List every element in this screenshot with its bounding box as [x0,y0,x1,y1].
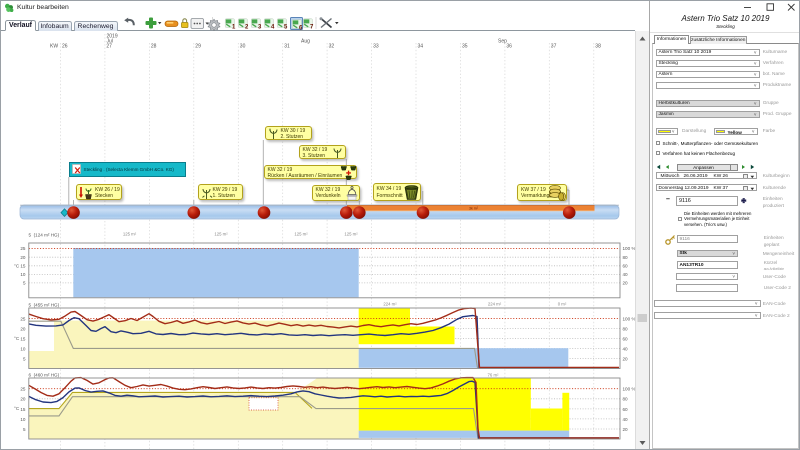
svg-text:20: 20 [623,281,629,286]
svg-text:KW: KW [50,44,58,50]
svg-text:4: 4 [271,24,275,30]
svg-text:36: 36 [506,44,512,50]
svg-text:5: 5 [23,356,26,361]
svg-text:32: 32 [329,44,335,50]
svg-text:5 (455 m² HG): 5 (455 m² HG) [29,302,60,307]
svg-text:40: 40 [623,272,629,277]
svg-text:80: 80 [623,397,629,402]
svg-text:10: 10 [20,417,26,422]
svg-text:224 m²: 224 m² [488,302,502,307]
svg-text:°C: °C [14,406,20,411]
svg-text:15: 15 [20,263,26,268]
svg-text:Jul: Jul [107,39,113,45]
svg-text:60: 60 [623,263,629,268]
svg-text:100 %: 100 % [623,246,636,251]
svg-text:2019: 2019 [107,34,118,40]
svg-text:224 m²: 224 m² [383,302,397,307]
svg-text:30: 30 [240,44,246,50]
svg-text:Aug: Aug [301,39,310,45]
svg-text:60: 60 [623,407,629,412]
svg-text:6: 6 [299,25,303,31]
svg-text:27: 27 [106,44,112,50]
svg-text:20: 20 [20,397,26,402]
svg-text:3k m²: 3k m² [469,207,479,211]
svg-text:37: 37 [551,44,557,50]
svg-text:2: 2 [245,24,249,30]
svg-text:10: 10 [20,346,26,351]
svg-text:29: 29 [195,44,201,50]
svg-text:26: 26 [62,44,68,50]
svg-text:33: 33 [373,44,379,50]
svg-text:20: 20 [20,327,26,332]
svg-text:100 %: 100 % [623,317,636,322]
svg-text:34: 34 [418,44,424,50]
svg-text:5: 5 [284,24,288,30]
svg-text:6 (460 m² HG): 6 (460 m² HG) [29,373,60,378]
svg-text:38: 38 [595,44,601,50]
svg-text:20: 20 [20,255,26,260]
svg-text:0 m²: 0 m² [558,302,567,307]
svg-text:125 m²: 125 m² [214,232,228,237]
svg-text:15: 15 [20,407,26,412]
svg-text:15: 15 [20,336,26,341]
svg-text:40: 40 [623,346,629,351]
svg-text:80: 80 [623,327,629,332]
svg-text:31: 31 [284,44,290,50]
svg-text:5: 5 [23,281,26,286]
svg-text:35: 35 [462,44,468,50]
svg-text:76 m²: 76 m² [488,372,500,377]
svg-text:60: 60 [623,336,629,341]
svg-text:3: 3 [258,24,262,30]
svg-text:125 m²: 125 m² [294,232,308,237]
svg-text:125 m²: 125 m² [344,232,358,237]
svg-text:Sep: Sep [498,39,507,45]
svg-text:80: 80 [623,255,629,260]
svg-text:1: 1 [232,24,236,30]
svg-text:10: 10 [20,272,26,277]
svg-text:125 m²: 125 m² [123,232,137,237]
svg-text:100 %: 100 % [623,387,636,392]
svg-text:25: 25 [20,387,26,392]
svg-text:°C: °C [14,263,20,268]
svg-text:25: 25 [20,317,26,322]
svg-text:5 (124 m² HG): 5 (124 m² HG) [29,233,60,238]
svg-text:20: 20 [623,356,629,361]
svg-text:28: 28 [151,44,157,50]
svg-text:40: 40 [623,417,629,422]
svg-text:7: 7 [310,24,314,30]
svg-text:5: 5 [23,427,26,432]
svg-text:20: 20 [623,427,629,432]
svg-text:25: 25 [20,246,26,251]
svg-text:°C: °C [14,336,20,341]
